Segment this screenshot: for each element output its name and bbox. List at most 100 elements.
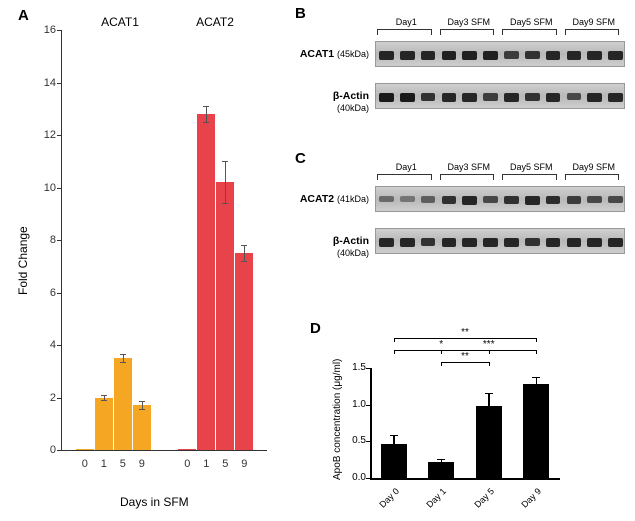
band (525, 196, 540, 205)
lane-header: Day5 SFM (500, 17, 563, 27)
bar (114, 358, 132, 450)
bar (76, 449, 94, 450)
band (587, 196, 602, 203)
y-tick: 8 (26, 234, 56, 246)
y-tick: 0 (26, 444, 56, 456)
band (442, 238, 457, 247)
x-axis-label: Days in SFM (120, 495, 189, 509)
band (567, 196, 582, 204)
panel-d-label: D (310, 320, 321, 337)
panel-d: D 0.00.51.01.5Day 0Day 1Day 5Day 9******… (310, 320, 620, 520)
panel-c-label: C (295, 150, 306, 167)
significance-label: * (431, 339, 451, 350)
band (546, 51, 561, 60)
y-tick: 6 (26, 287, 56, 299)
band (421, 238, 436, 246)
band (400, 93, 415, 102)
y-axis-label: Fold Change (16, 226, 30, 295)
significance-label: ** (455, 351, 475, 362)
lane-header: Day5 SFM (500, 162, 563, 172)
band (546, 196, 561, 204)
band (608, 51, 623, 60)
band (504, 51, 519, 59)
lane-header: Day1 (375, 162, 438, 172)
group-label-acat1: ACAT1 (85, 15, 155, 29)
band (421, 196, 436, 203)
band (587, 51, 602, 60)
band (442, 196, 457, 204)
bar (133, 405, 151, 450)
y-tick: 2 (26, 392, 56, 404)
panel-b-label: B (295, 5, 306, 22)
bar (178, 449, 196, 450)
band (504, 238, 519, 247)
bar (216, 182, 234, 450)
blot-strip (375, 41, 625, 67)
band (483, 196, 498, 203)
x-tick: 0 (180, 458, 194, 470)
band (608, 93, 623, 102)
blot-row-label: ACAT1 (45kDa) (299, 48, 369, 60)
band (442, 51, 457, 60)
band (400, 196, 415, 202)
y-tick: 12 (26, 129, 56, 141)
band (421, 93, 436, 101)
x-tick: 1 (97, 458, 111, 470)
x-tick: Day 9 (508, 486, 543, 521)
band (608, 238, 623, 247)
band (546, 93, 561, 102)
lane-header: Day9 SFM (563, 162, 626, 172)
significance-label: *** (479, 339, 499, 350)
band (587, 238, 602, 247)
blot-strip (375, 186, 625, 212)
band (483, 238, 498, 247)
significance-label: ** (455, 327, 475, 338)
band (379, 51, 394, 60)
y-tick: 4 (26, 339, 56, 351)
bar (95, 398, 113, 451)
blot-strip (375, 228, 625, 254)
blot-strip (375, 83, 625, 109)
band (587, 93, 602, 102)
band (379, 238, 394, 247)
lane-header: Day9 SFM (563, 17, 626, 27)
x-tick: 5 (218, 458, 232, 470)
lane-header: Day3 SFM (438, 162, 501, 172)
band (442, 93, 457, 102)
band (400, 238, 415, 247)
panel-a: A 0246810121416 01590159 Fold Change Day… (10, 5, 290, 515)
group-label-acat2: ACAT2 (180, 15, 250, 29)
chart-a-body (62, 30, 267, 450)
band (504, 196, 519, 204)
y-tick: 0.5 (344, 435, 366, 446)
band (567, 238, 582, 247)
band (483, 51, 498, 60)
band (379, 93, 394, 102)
lane-header: Day1 (375, 17, 438, 27)
band (379, 196, 394, 202)
band (546, 238, 561, 247)
x-tick: 1 (199, 458, 213, 470)
x-tick: 9 (237, 458, 251, 470)
band (462, 93, 477, 102)
band (462, 51, 477, 60)
band (525, 51, 540, 59)
x-tick: Day 0 (365, 486, 400, 521)
band (504, 93, 519, 102)
y-tick: 0.0 (344, 472, 366, 483)
y-tick: 14 (26, 77, 56, 89)
bar (523, 384, 549, 478)
blot-row-label: β-Actin (40kDa) (299, 235, 369, 259)
band (462, 196, 477, 205)
bar (197, 114, 215, 450)
x-axis (62, 450, 267, 451)
band (462, 238, 477, 247)
y-axis-label-d: ApoB concentration (μg/ml) (332, 359, 343, 480)
band (483, 93, 498, 101)
lane-header: Day3 SFM (438, 17, 501, 27)
panel-b: B Day1Day3 SFMDay5 SFMDay9 SFM ACAT1 (45… (295, 5, 635, 145)
band (525, 93, 540, 101)
bar (235, 253, 253, 450)
y-tick: 10 (26, 182, 56, 194)
x-tick: 5 (116, 458, 130, 470)
